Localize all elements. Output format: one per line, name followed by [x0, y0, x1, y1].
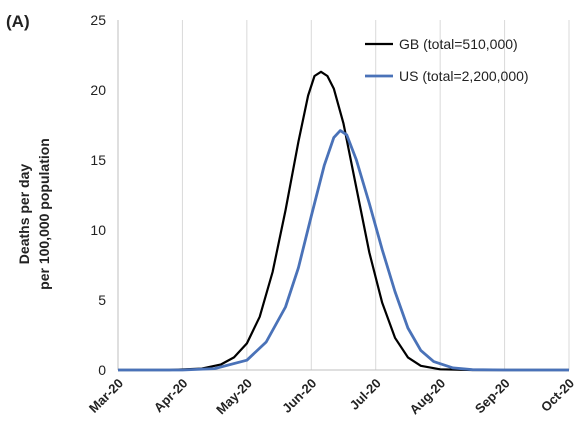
- legend-label-1: US (total=2,200,000): [399, 68, 529, 84]
- x-tick-label-Jul-20: Jul-20: [347, 376, 384, 413]
- x-tick-label-Sep-20: Sep-20: [472, 376, 513, 417]
- y-tick-label-20: 20: [90, 82, 106, 98]
- series-line-1: [118, 129, 569, 372]
- y-axis-label-line2: per 100,000 population: [36, 138, 52, 290]
- legend-label-0: GB (total=510,000): [399, 36, 518, 52]
- x-tick-label-May-20: May-20: [213, 376, 255, 418]
- x-tick-label-Mar-20: Mar-20: [86, 376, 126, 416]
- x-tick-label-Apr-20: Apr-20: [151, 376, 191, 416]
- series-line-0: [118, 70, 569, 372]
- y-tick-label-0: 0: [98, 362, 106, 378]
- x-tick-label-Jun-20: Jun-20: [279, 376, 319, 416]
- y-tick-label-10: 10: [90, 222, 106, 238]
- y-tick-label-25: 25: [90, 12, 106, 28]
- y-axis-label-line1: Deaths per day: [16, 163, 32, 265]
- y-tick-label-15: 15: [90, 152, 106, 168]
- panel-label: (A): [6, 12, 30, 31]
- y-axis-label: Deaths per day per 100,000 population: [14, 84, 64, 344]
- x-tick-label-Oct-20: Oct-20: [538, 376, 577, 415]
- y-tick-label-5: 5: [98, 292, 106, 308]
- x-tick-label-Aug-20: Aug-20: [407, 376, 449, 418]
